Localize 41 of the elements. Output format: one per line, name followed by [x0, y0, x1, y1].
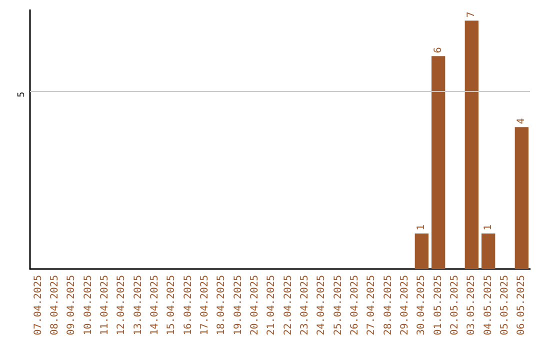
bar [514, 127, 528, 269]
x-tick-label: 18.04.2025 [216, 275, 228, 336]
bar [464, 20, 478, 269]
bar [482, 234, 496, 269]
x-tick-label: 11.04.2025 [100, 275, 110, 336]
data-label: 1 [416, 224, 428, 231]
x-tick-label: 16.04.2025 [182, 275, 194, 336]
x-tick-label: 21.04.2025 [266, 275, 278, 336]
ref-line-label: 5 [17, 92, 27, 98]
x-tick-label: 04.05.2025 [482, 275, 494, 336]
x-tick-label: 25.04.2025 [332, 275, 344, 336]
x-tick-label: 06.05.2025 [516, 275, 528, 336]
x-tick-label: 29.04.2025 [400, 275, 410, 336]
data-label: 6 [432, 47, 444, 54]
x-tick-label: 02.05.2025 [450, 275, 460, 336]
bar [432, 56, 446, 269]
x-tick-label: 24.04.2025 [316, 275, 328, 336]
x-tick-label: 01.05.2025 [432, 275, 444, 336]
x-tick-label: 12.04.2025 [116, 275, 128, 336]
x-tick-label: 23.04.2025 [300, 275, 310, 336]
x-tick-label: 08.04.2025 [50, 275, 60, 336]
x-tick-label: 07.04.2025 [32, 275, 44, 336]
x-tick-label: 15.04.2025 [166, 275, 178, 336]
x-tick-label: 28.04.2025 [382, 275, 394, 336]
x-tick-label: 13.04.2025 [132, 275, 144, 336]
data-label: 4 [516, 118, 528, 124]
x-tick-label: 17.04.2025 [200, 275, 210, 336]
bar [414, 234, 428, 269]
x-tick-label: 10.04.2025 [82, 275, 94, 336]
x-tick-label: 19.04.2025 [232, 275, 244, 336]
x-tick-label: 09.04.2025 [66, 275, 78, 336]
x-tick-label: 27.04.2025 [366, 275, 378, 336]
x-tick-label: 22.04.2025 [282, 275, 294, 336]
x-tick-label: 26.04.2025 [350, 275, 360, 336]
data-label: 7 [466, 12, 478, 18]
x-tick-label: 20.04.2025 [250, 275, 260, 336]
data-label: 1 [482, 224, 494, 231]
x-tick-label: 05.05.2025 [500, 275, 510, 336]
x-tick-label: 03.05.2025 [466, 275, 478, 336]
x-tick-label: 14.04.2025 [150, 275, 160, 336]
x-tick-label: 30.04.2025 [416, 275, 428, 336]
